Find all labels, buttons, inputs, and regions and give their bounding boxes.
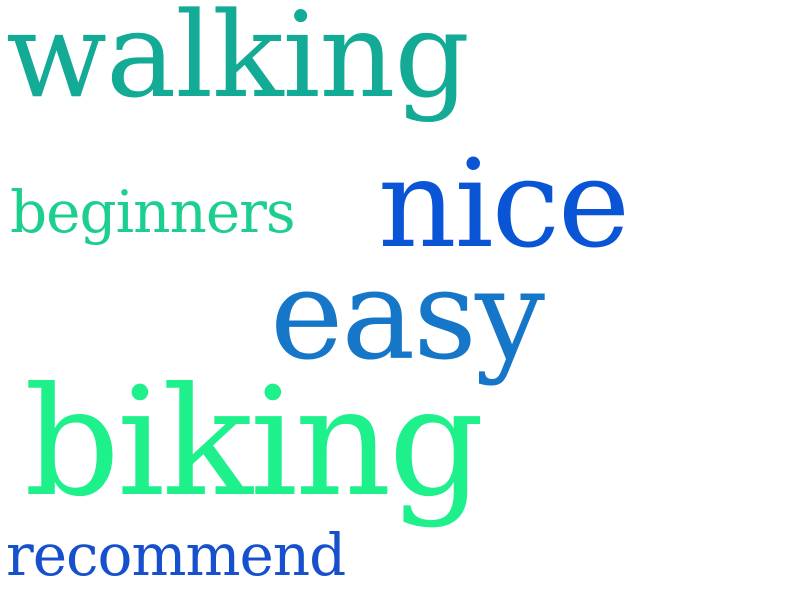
word-recommend: recommend <box>6 521 346 589</box>
word-walking: walking <box>6 0 470 124</box>
word-easy: easy <box>270 244 545 388</box>
word-beginners: beginners <box>10 178 296 246</box>
word-biking: biking <box>24 356 484 530</box>
word-nice: nice <box>378 133 630 275</box>
